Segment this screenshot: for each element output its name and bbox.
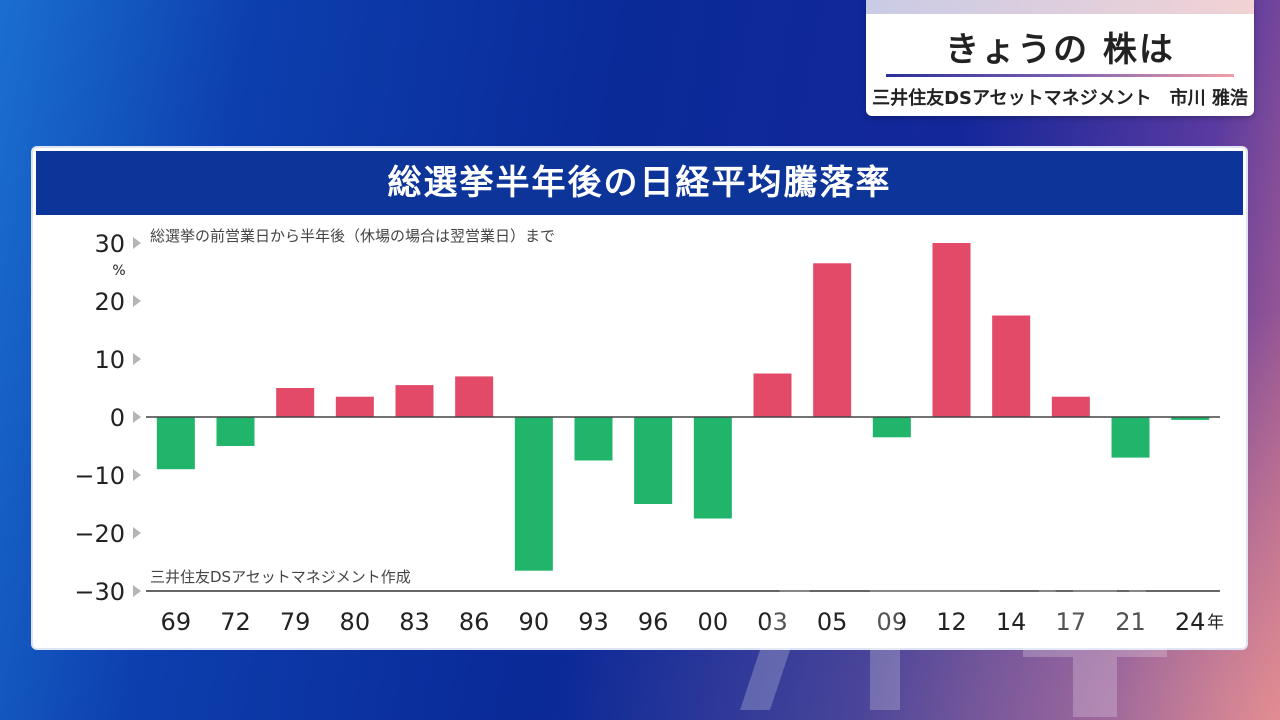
chart-source-note: 三井住友DSアセットマネジメント作成 <box>150 568 411 586</box>
bar <box>455 376 494 417</box>
y-unit-label: % <box>112 263 125 279</box>
y-tick-label: 20 <box>94 288 125 316</box>
caption-title: きょうの 株は <box>945 30 1175 70</box>
x-tick-label: 12 <box>936 608 967 636</box>
bar <box>813 263 852 417</box>
x-tick-label: 83 <box>399 608 430 636</box>
x-tick-label: 17 <box>1056 608 1087 636</box>
y-tick-marker <box>133 353 141 365</box>
x-tick-label: 79 <box>280 608 311 636</box>
y-tick-marker <box>133 527 141 539</box>
x-tick-label: 03 <box>757 608 788 636</box>
x-tick-label: 86 <box>459 608 490 636</box>
y-tick-marker <box>133 237 141 249</box>
bar <box>156 417 195 470</box>
bar <box>753 373 792 417</box>
caption-subtitle: 三井住友DSアセットマネジメント 市川 雅浩 <box>872 88 1248 109</box>
y-tick-label: −10 <box>74 462 125 490</box>
x-tick-label: 93 <box>578 608 609 636</box>
chart-title: 総選挙半年後の日経平均騰落率 <box>387 163 892 203</box>
bar <box>634 417 673 504</box>
y-tick-marker <box>133 585 141 597</box>
y-tick-label: 30 <box>94 230 125 258</box>
y-tick-marker <box>133 469 141 481</box>
bar <box>514 417 553 571</box>
x-tick-label: 96 <box>638 608 669 636</box>
bar <box>1111 417 1150 458</box>
bar <box>395 385 434 417</box>
bar <box>693 417 732 519</box>
y-tick-marker <box>133 411 141 423</box>
y-tick-label: 10 <box>94 346 125 374</box>
bar <box>216 417 255 446</box>
bar <box>992 315 1031 417</box>
x-tick-label: 00 <box>698 608 729 636</box>
bar <box>574 417 613 461</box>
y-tick-marker <box>133 295 141 307</box>
bar <box>335 396 374 417</box>
y-tick-label: −30 <box>74 578 125 606</box>
bar <box>932 243 971 417</box>
x-tick-label: 24 <box>1175 608 1206 636</box>
bar <box>1171 417 1210 420</box>
x-tick-label: 14 <box>996 608 1027 636</box>
x-unit-label: 年 <box>1207 613 1224 633</box>
chart-note-top: 総選挙の前営業日から半年後（休場の場合は翌営業日）まで <box>150 227 556 245</box>
x-tick-label: 05 <box>817 608 848 636</box>
chart-header: 総選挙半年後の日経平均騰落率 <box>36 151 1243 215</box>
bar <box>276 388 315 417</box>
x-tick-label: 09 <box>877 608 908 636</box>
bar-chart: 30 20 10 0 −10 −20 −30% 69 72 79 80 83 86 90 93 96 00 03 0… <box>74 230 1224 636</box>
caption-strip <box>866 0 1254 14</box>
caption-divider <box>886 74 1234 77</box>
bar <box>1051 396 1090 417</box>
caption-box: きょうの 株は 三井住友DSアセットマネジメント 市川 雅浩 <box>866 0 1254 116</box>
x-tick-label: 80 <box>340 608 371 636</box>
bar <box>872 417 911 438</box>
chart-panel: 総選挙半年後の日経平均騰落率 30 20 10 0 −10 −20 −30% 69 72 79 80… <box>33 148 1246 648</box>
x-tick-label: 69 <box>161 608 192 636</box>
x-tick-label: 72 <box>220 608 251 636</box>
x-tick-label: 90 <box>519 608 550 636</box>
y-tick-label: −20 <box>74 520 125 548</box>
y-tick-label: 0 <box>110 404 125 432</box>
x-tick-label: 21 <box>1115 608 1146 636</box>
